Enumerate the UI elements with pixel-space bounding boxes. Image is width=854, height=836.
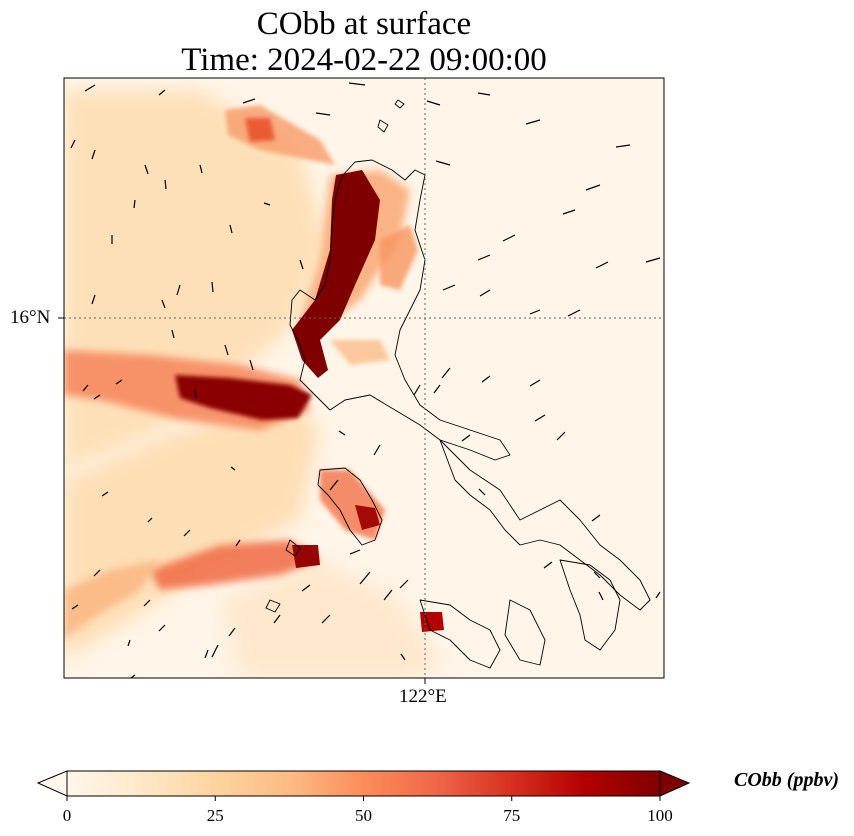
concentration-field: [64, 78, 664, 678]
map-figure: [58, 77, 665, 684]
colorbar-tick-label: 75: [503, 806, 521, 825]
colorbar-tick-label: 25: [206, 806, 224, 825]
coastline-islet-north: [377, 119, 389, 133]
plume-core-south: [420, 612, 444, 632]
latitude-tick-label: 16°N: [10, 307, 51, 328]
longitude-tick-label: 122°E: [399, 686, 447, 707]
colorbar-gradient: [66, 770, 661, 797]
plume-core-island-west: [292, 545, 320, 568]
plume-core-west-band: [175, 375, 312, 420]
coastline-luzon: [289, 159, 511, 461]
colorbar-tick-label: 0: [62, 806, 72, 825]
coastline-islet-south: [265, 599, 281, 613]
colorbar-extend-max: [659, 770, 691, 797]
colorbar-tickmarks: [66, 796, 661, 801]
coastlines: [265, 99, 651, 669]
colorbar-tick-label: 100: [647, 806, 673, 825]
map-title: CObb at surface: [256, 6, 472, 42]
plume-southwest-streak: [150, 540, 320, 590]
map-time-subtitle: Time: 2024-02-22 09:00:00: [181, 42, 547, 78]
map-frame: [63, 77, 665, 679]
plume-core-south-coast: [355, 505, 380, 530]
plume-far-southwest: [64, 560, 160, 640]
colorbar-label: CObb (ppbv): [734, 769, 839, 791]
coastline-islet-north-2: [394, 99, 405, 109]
coastline-bicol: [439, 439, 651, 611]
plume-core-luzon: [292, 170, 380, 378]
colorbar-extend-min: [36, 770, 68, 797]
coastline-islet-west: [285, 539, 301, 557]
wind-vectors: [70, 82, 661, 678]
coastline-samar-leyte: [559, 559, 621, 651]
coastline-mindoro: [317, 467, 383, 546]
colorbar: [36, 770, 691, 801]
plume-luzon-east: [380, 225, 418, 290]
coastline-panay-negros: [419, 599, 501, 669]
plume-background-south: [220, 560, 440, 678]
coastline-southern-isles: [504, 599, 546, 666]
colorbar-tick-label: 50: [355, 806, 372, 825]
plume-core-northwest-streak: [245, 118, 275, 142]
plume-mid-coast: [330, 340, 390, 365]
